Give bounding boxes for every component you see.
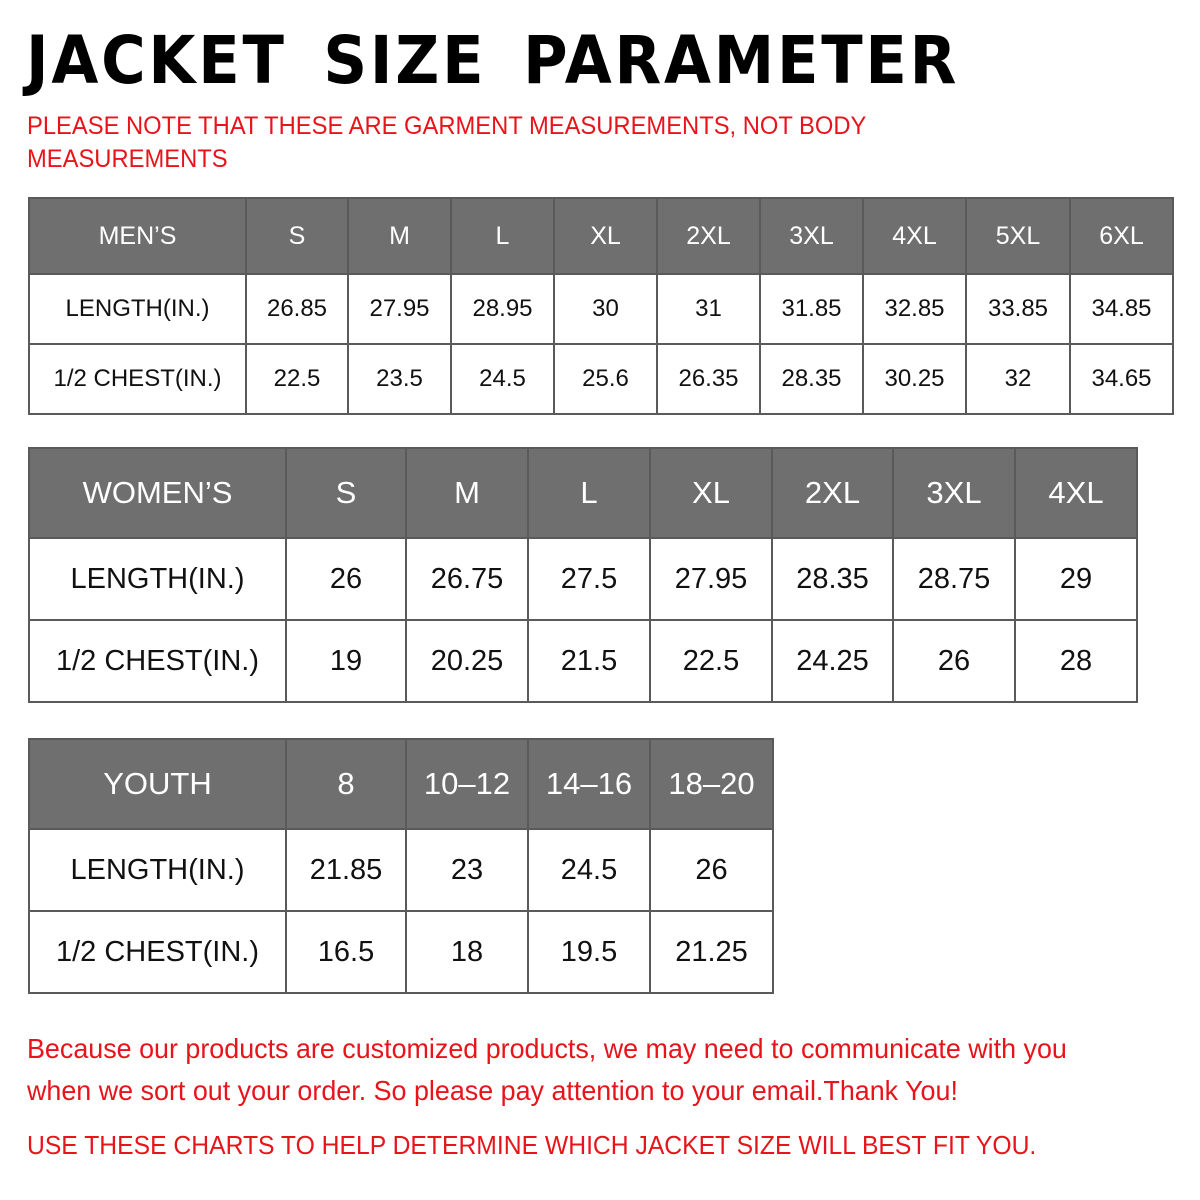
size-header: 4XL [862, 197, 967, 275]
category-header: YOUTH [28, 738, 287, 830]
table-row: LENGTH(IN.) 26 26.75 27.5 27.95 28.35 28.75 29 [28, 537, 1138, 621]
measurement-value: 24.25 [771, 619, 894, 703]
size-header: 5XL [965, 197, 1071, 275]
measurement-value: 22.5 [245, 343, 349, 415]
measurement-value: 31.85 [759, 273, 864, 345]
size-header: 8 [285, 738, 407, 830]
mens-size-table: MEN’S S M L XL 2XL 3XL 4XL 5XL 6XL LENGTH(IN.) 26.8… [28, 197, 1174, 415]
page-title: JACKET SIZE PARAMETER [26, 22, 960, 99]
table-row: LENGTH(IN.) 21.85 23 24.5 26 [28, 828, 774, 912]
size-header: L [527, 447, 651, 539]
measurement-value: 26.85 [245, 273, 349, 345]
measurement-value: 21.85 [285, 828, 407, 912]
measurement-value: 29 [1014, 537, 1138, 621]
table-header-row: YOUTH 8 10–12 14–16 18–20 [28, 738, 774, 830]
table-header-row: WOMEN’S S M L XL 2XL 3XL 4XL [28, 447, 1138, 539]
measurement-value: 28 [1014, 619, 1138, 703]
size-header: M [347, 197, 452, 275]
womens-size-table: WOMEN’S S M L XL 2XL 3XL 4XL LENGTH(IN.) 26 26.75 2… [28, 447, 1138, 703]
table-row: LENGTH(IN.) 26.85 27.95 28.95 30 31 31.85 32.85… [28, 273, 1174, 345]
table-row: 1/2 CHEST(IN.) 16.5 18 19.5 21.25 [28, 910, 774, 994]
size-header: S [245, 197, 349, 275]
size-header: 2XL [771, 447, 894, 539]
measurement-value: 24.5 [527, 828, 651, 912]
measurement-value: 22.5 [649, 619, 773, 703]
measurement-value: 26 [285, 537, 407, 621]
measurement-value: 27.5 [527, 537, 651, 621]
table-header-row: MEN’S S M L XL 2XL 3XL 4XL 5XL 6XL [28, 197, 1174, 275]
measurement-value: 32.85 [862, 273, 967, 345]
measurement-value: 18 [405, 910, 529, 994]
measurement-value: 25.6 [553, 343, 658, 415]
size-tip: USE THESE CHARTS TO HELP DETERMINE WHICH… [27, 1130, 1037, 1160]
measurement-value: 26 [892, 619, 1016, 703]
measurement-value: 32 [965, 343, 1071, 415]
category-header: MEN’S [28, 197, 247, 275]
size-header: 14–16 [527, 738, 651, 830]
measurement-value: 31 [656, 273, 761, 345]
measurement-value: 23.5 [347, 343, 452, 415]
measurement-value: 23 [405, 828, 529, 912]
measurement-value: 16.5 [285, 910, 407, 994]
measurement-value: 30.25 [862, 343, 967, 415]
size-header: 10–12 [405, 738, 529, 830]
measurement-value: 33.85 [965, 273, 1071, 345]
measurement-value: 28.75 [892, 537, 1016, 621]
size-header: 3XL [892, 447, 1016, 539]
measurement-value: 26.75 [405, 537, 529, 621]
measurement-value: 20.25 [405, 619, 529, 703]
measurement-label: 1/2 CHEST(IN.) [28, 619, 287, 703]
measurement-value: 21.25 [649, 910, 774, 994]
measurement-label: 1/2 CHEST(IN.) [28, 343, 247, 415]
table-row: 1/2 CHEST(IN.) 22.5 23.5 24.5 25.6 26.35 28.35… [28, 343, 1174, 415]
measurement-label: LENGTH(IN.) [28, 273, 247, 345]
measurement-note: PLEASE NOTE THAT THESE ARE GARMENT MEASU… [27, 112, 866, 173]
size-header: 4XL [1014, 447, 1138, 539]
measurement-label: LENGTH(IN.) [28, 537, 287, 621]
customization-message: Because our products are customized prod… [27, 1033, 1067, 1106]
measurement-label: LENGTH(IN.) [28, 828, 287, 912]
measurement-value: 24.5 [450, 343, 555, 415]
measurement-value: 26 [649, 828, 774, 912]
size-header: 6XL [1069, 197, 1174, 275]
size-header: M [405, 447, 529, 539]
measurement-value: 28.95 [450, 273, 555, 345]
youth-size-table: YOUTH 8 10–12 14–16 18–20 LENGTH(IN.) 21.85 23 2… [28, 738, 774, 994]
size-header: 3XL [759, 197, 864, 275]
measurement-label: 1/2 CHEST(IN.) [28, 910, 287, 994]
measurement-value: 34.65 [1069, 343, 1174, 415]
measurement-value: 26.35 [656, 343, 761, 415]
category-header: WOMEN’S [28, 447, 287, 539]
size-header: 18–20 [649, 738, 774, 830]
table-row: 1/2 CHEST(IN.) 19 20.25 21.5 22.5 24.25 26 28 [28, 619, 1138, 703]
measurement-value: 19.5 [527, 910, 651, 994]
measurement-value: 28.35 [759, 343, 864, 415]
size-header: XL [553, 197, 658, 275]
measurement-value: 27.95 [347, 273, 452, 345]
size-header: S [285, 447, 407, 539]
size-header: XL [649, 447, 773, 539]
size-header: L [450, 197, 555, 275]
measurement-value: 19 [285, 619, 407, 703]
size-header: 2XL [656, 197, 761, 275]
measurement-value: 28.35 [771, 537, 894, 621]
measurement-value: 21.5 [527, 619, 651, 703]
measurement-value: 30 [553, 273, 658, 345]
measurement-value: 27.95 [649, 537, 773, 621]
measurement-value: 34.85 [1069, 273, 1174, 345]
